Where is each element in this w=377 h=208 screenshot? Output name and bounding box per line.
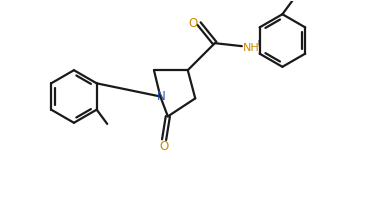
Text: O: O — [159, 140, 169, 153]
Text: NH: NH — [243, 43, 260, 53]
Text: O: O — [189, 17, 198, 30]
Text: N: N — [157, 90, 166, 103]
